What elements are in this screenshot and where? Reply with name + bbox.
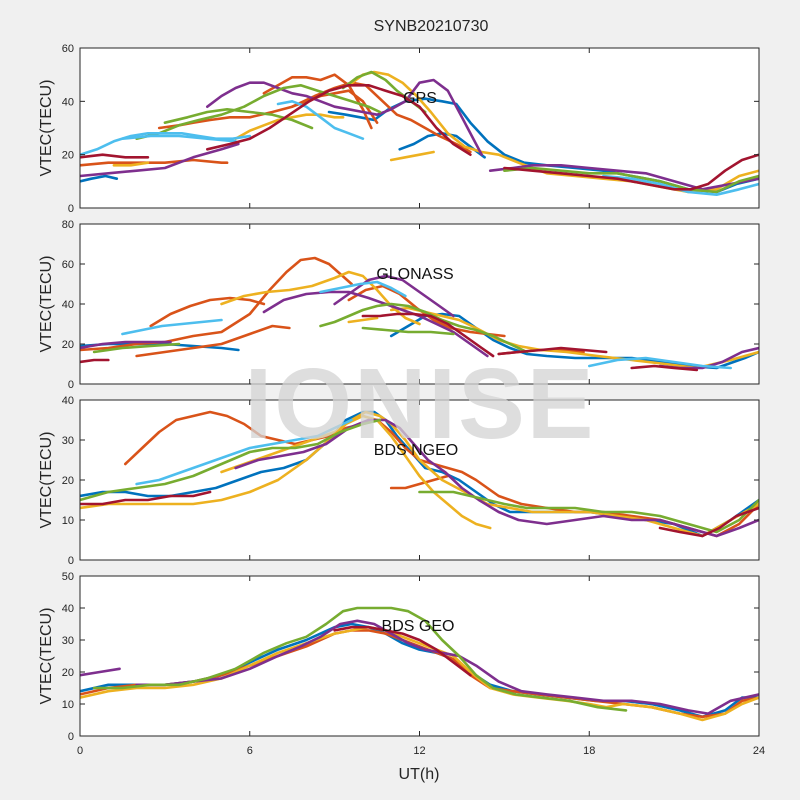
series-line-10 xyxy=(658,506,759,538)
series-group xyxy=(80,606,759,722)
y-tick-label: 40 xyxy=(62,299,74,311)
y-tick-label: 0 xyxy=(68,379,74,391)
series-line-9 xyxy=(80,490,212,506)
y-tick-label: 40 xyxy=(62,603,74,615)
y-tick-label: 20 xyxy=(62,339,74,351)
panel-label: BDS NGEO xyxy=(374,442,458,459)
series-line-4 xyxy=(135,619,759,715)
panel-bds-ngeo: 0 10 20 30 40 VTEC(TECU) BDS NGEO xyxy=(38,395,760,567)
series-line-8 xyxy=(234,113,345,140)
x-tick-label: 12 xyxy=(413,745,425,757)
series-line-22 xyxy=(80,153,150,159)
series-line-9 xyxy=(389,306,759,370)
y-tick-label: 30 xyxy=(62,435,74,447)
series-line-5 xyxy=(290,89,379,124)
y-tick-label: 10 xyxy=(62,515,74,527)
panel-gps: 0 20 40 60 VTEC(TECU) GPS xyxy=(38,43,760,215)
series-line-5 xyxy=(234,418,759,538)
series-line-6 xyxy=(262,73,373,130)
series-line-24 xyxy=(503,153,759,191)
y-tick-label: 0 xyxy=(68,731,74,743)
series-line-7 xyxy=(418,490,759,534)
y-tick-label: 60 xyxy=(62,43,74,55)
series-line-22 xyxy=(497,346,608,356)
panel-label: GLONASS xyxy=(376,266,453,283)
y-tick-label: 50 xyxy=(62,571,74,583)
x-tick-label: 18 xyxy=(583,745,595,757)
figure-title: SYNB20210730 xyxy=(374,18,489,35)
series-line-10 xyxy=(389,150,435,162)
y-tick-label: 30 xyxy=(62,635,74,647)
plot-area xyxy=(80,400,759,560)
series-line-16 xyxy=(163,108,314,130)
series-line-14 xyxy=(135,84,382,140)
series-line-5 xyxy=(92,606,628,712)
y-tick-label: 20 xyxy=(62,150,74,162)
y-tick-label: 0 xyxy=(68,203,74,215)
series-line-15 xyxy=(319,302,529,354)
y-tick-label: 0 xyxy=(68,555,74,567)
panel-bds-geo: 0 10 20 30 40 50 0 6 12 18 24 VTEC(TECU) BDS GEO xyxy=(38,571,765,757)
y-axis-label: VTEC(TECU) xyxy=(38,608,55,705)
y-tick-label: 80 xyxy=(62,219,74,231)
series-line-3 xyxy=(80,667,121,677)
series-line-6 xyxy=(333,625,472,677)
y-tick-label: 10 xyxy=(62,699,74,711)
y-axis-label: VTEC(TECU) xyxy=(38,256,55,353)
series-line-1 xyxy=(124,410,759,538)
y-axis-label: VTEC(TECU) xyxy=(38,432,55,529)
plot-area xyxy=(80,576,759,736)
series-line-19 xyxy=(587,356,733,370)
series-line-12 xyxy=(80,142,240,178)
series-line-19 xyxy=(121,134,237,143)
series-line-8 xyxy=(347,316,379,324)
series-line-2 xyxy=(389,474,450,490)
panel-glonass: 0 20 40 60 80 VTEC(TECU) GLONASS xyxy=(38,219,760,391)
series-line-23 xyxy=(630,364,699,372)
series-line-8 xyxy=(135,418,353,486)
series-line-0 xyxy=(80,174,119,183)
series-line-3 xyxy=(135,324,291,358)
y-axis-label: VTEC(TECU) xyxy=(38,80,55,177)
panel-label: BDS GEO xyxy=(382,618,455,635)
series-line-17 xyxy=(503,166,759,194)
x-tick-label: 24 xyxy=(753,745,765,757)
series-line-21 xyxy=(602,174,759,196)
series-line-7 xyxy=(112,161,150,167)
series-line-21 xyxy=(361,312,495,358)
x-tick-label: 6 xyxy=(247,745,253,757)
series-line-10 xyxy=(80,340,172,350)
y-tick-label: 20 xyxy=(62,475,74,487)
series-group xyxy=(80,256,759,372)
x-tick-label: 0 xyxy=(77,745,83,757)
series-line-4 xyxy=(149,296,266,328)
y-tick-label: 40 xyxy=(62,96,74,108)
y-tick-label: 40 xyxy=(62,395,74,407)
series-line-12 xyxy=(333,274,455,318)
series-line-20 xyxy=(276,100,365,140)
series-line-13 xyxy=(488,164,759,191)
series-line-23 xyxy=(206,84,472,156)
series-line-16 xyxy=(361,326,455,336)
y-tick-label: 20 xyxy=(62,667,74,679)
panel-label: GPS xyxy=(403,90,437,107)
series-line-14 xyxy=(92,342,181,354)
watermark: IONISE xyxy=(245,348,596,460)
series-line-3 xyxy=(80,158,229,167)
series-line-17 xyxy=(121,318,223,336)
series-group xyxy=(80,70,759,196)
x-axis-label: UT(h) xyxy=(399,766,440,783)
y-tick-label: 60 xyxy=(62,259,74,271)
series-line-18 xyxy=(319,280,407,298)
series-group xyxy=(80,410,759,538)
series-line-6 xyxy=(80,418,382,502)
series-line-20 xyxy=(80,358,110,364)
series-line-11 xyxy=(206,78,484,156)
